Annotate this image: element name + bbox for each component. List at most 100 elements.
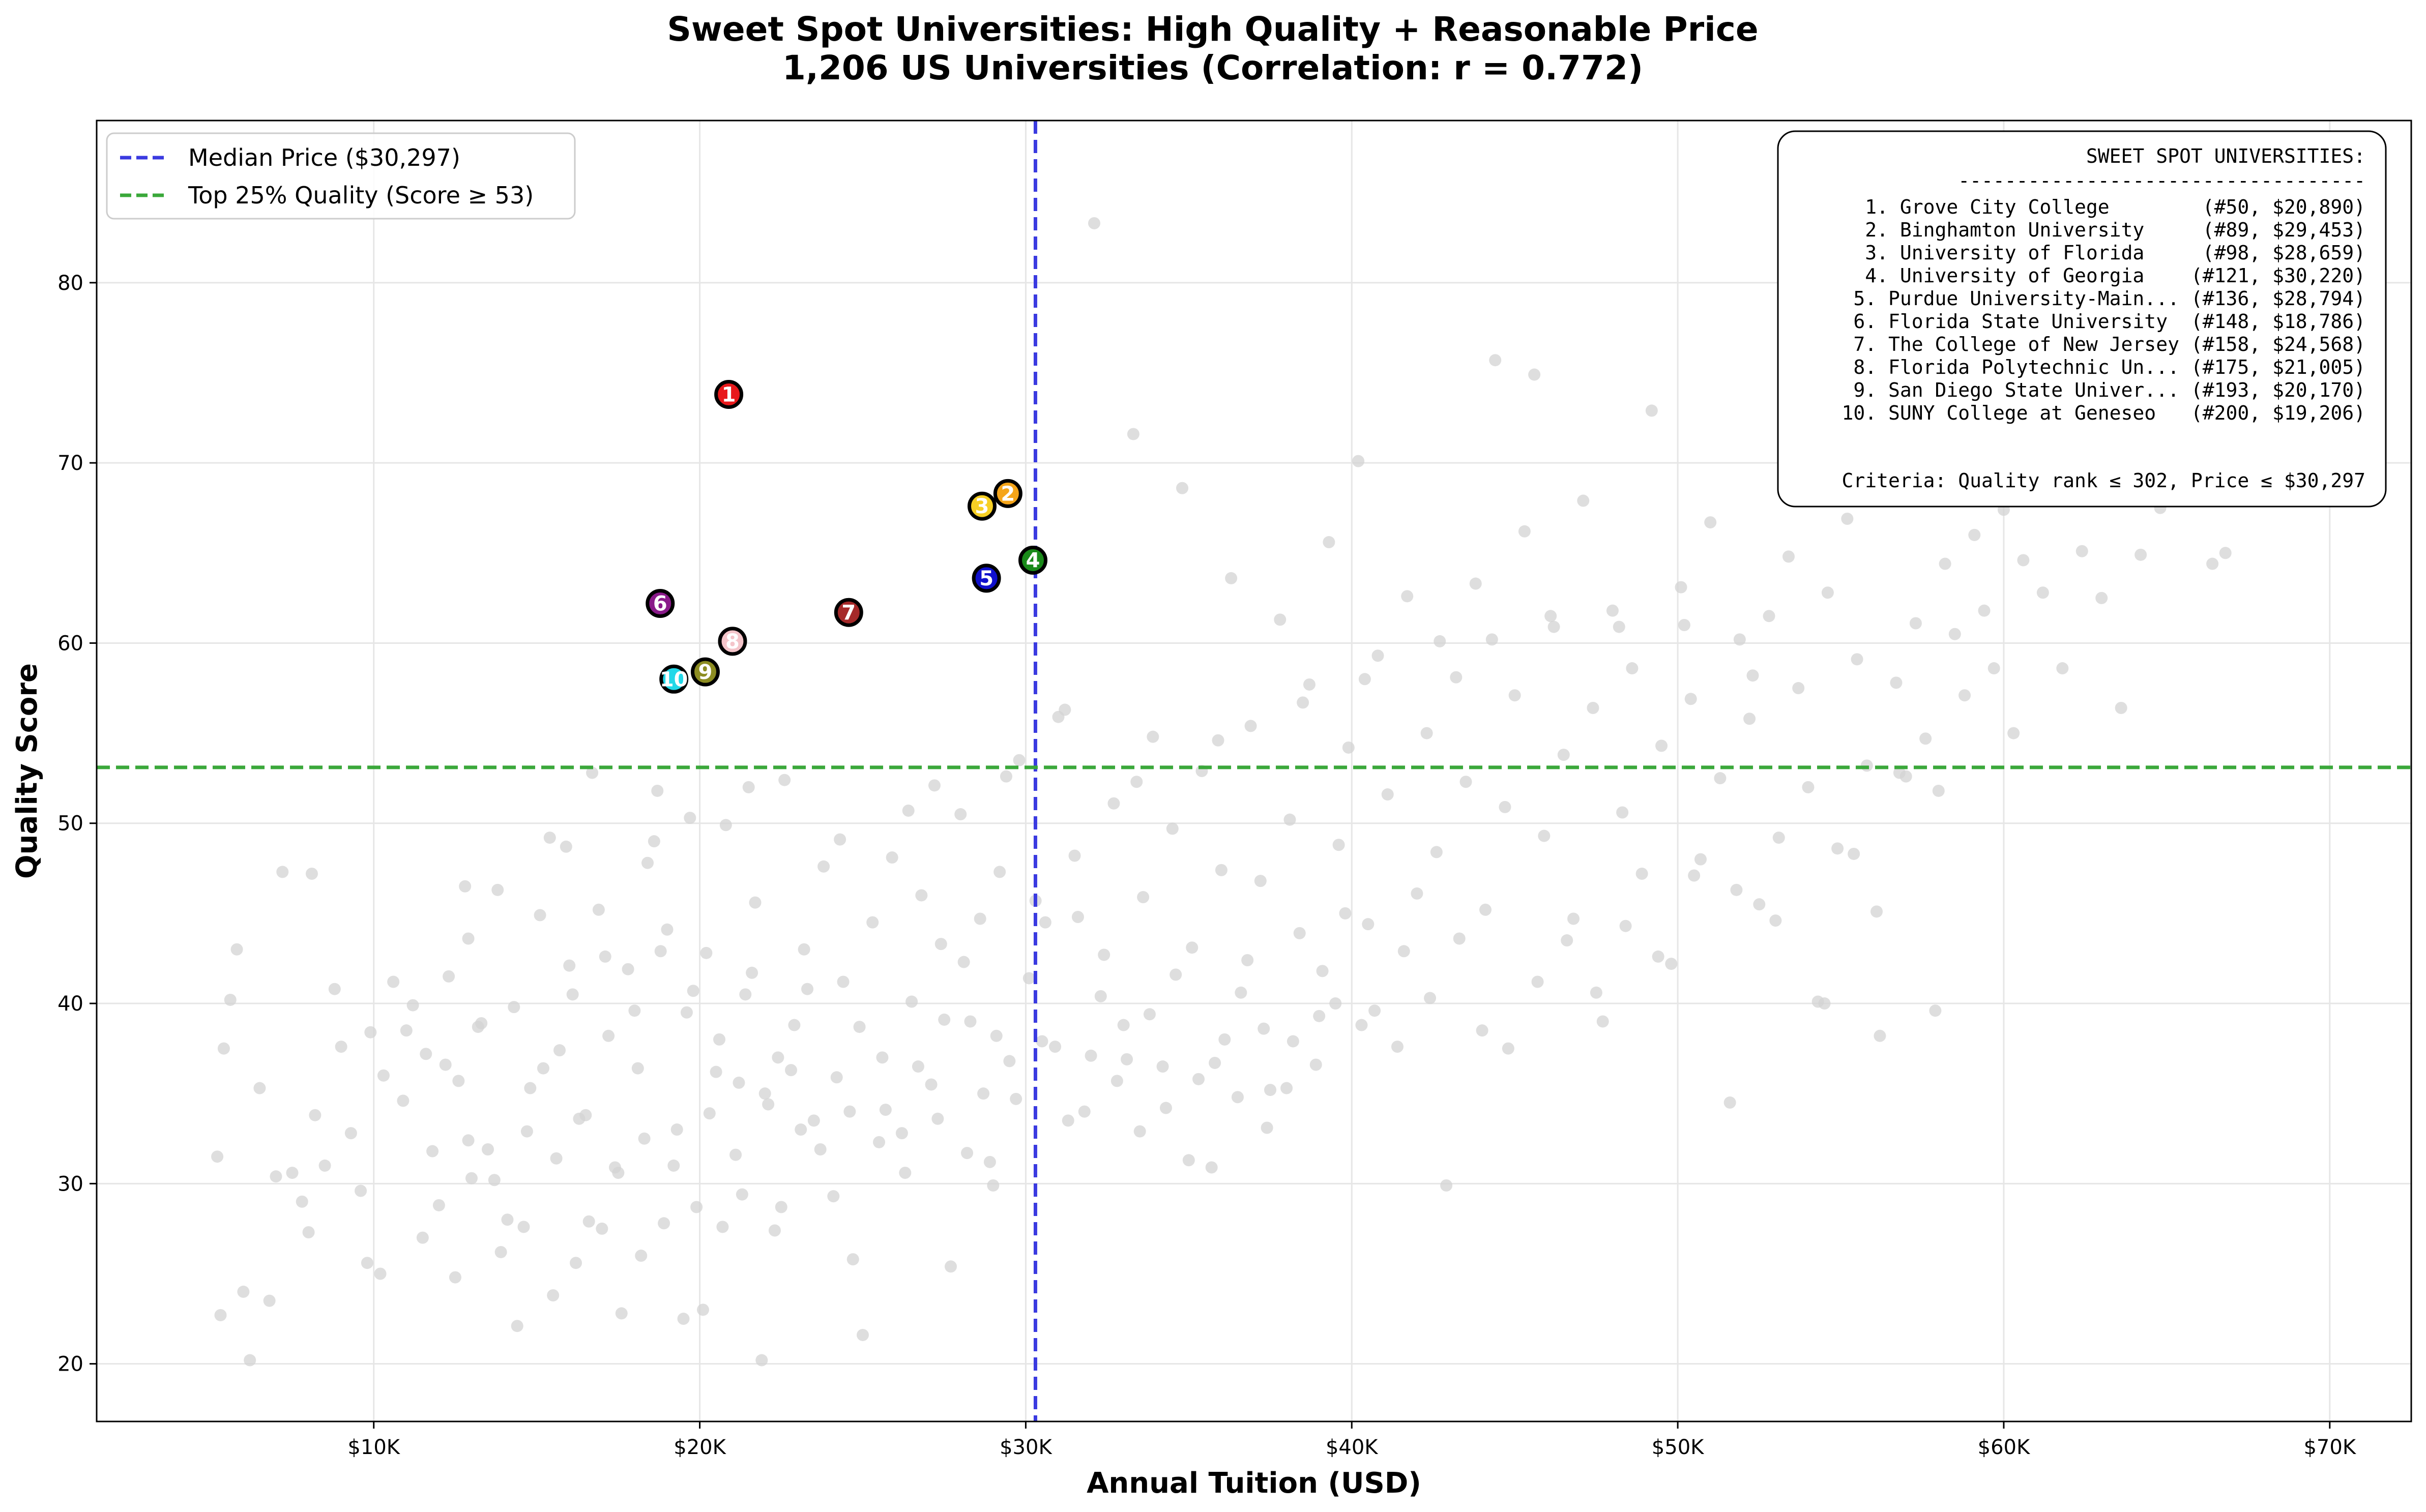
university-point	[1694, 853, 1707, 866]
university-point	[1645, 404, 1658, 417]
university-point	[335, 1041, 347, 1053]
university-point	[1547, 620, 1560, 633]
university-point	[1022, 972, 1035, 985]
annotation-line: 6. Florida State University (#148, $18,7…	[1842, 310, 2365, 333]
university-point	[377, 1069, 390, 1082]
university-point	[739, 988, 752, 1001]
university-point	[244, 1354, 256, 1367]
university-point	[1166, 822, 1179, 835]
university-point	[475, 1017, 488, 1030]
university-point	[788, 1019, 801, 1031]
university-point	[716, 1221, 729, 1233]
university-point	[687, 985, 699, 997]
university-point	[449, 1271, 461, 1284]
university-point	[667, 1159, 680, 1172]
university-point	[1316, 965, 1329, 977]
sweet-spot-marker: 5	[972, 564, 1001, 593]
sweet-spot-marker: 4	[1018, 545, 1048, 575]
x-axis-label: Annual Tuition (USD)	[1087, 1467, 1421, 1500]
university-point	[990, 1029, 1003, 1042]
university-point	[1381, 788, 1394, 801]
university-point	[954, 808, 967, 821]
university-point	[1137, 891, 1150, 904]
annotation-line: 2. Binghamton University (#89, $29,453)	[1853, 219, 2365, 241]
university-point	[1143, 1008, 1156, 1021]
university-point	[641, 856, 654, 869]
university-point	[974, 912, 986, 925]
sweet-spot-marker: 10	[659, 664, 689, 694]
university-point	[895, 1127, 908, 1140]
university-point	[1561, 934, 1573, 947]
university-point	[432, 1199, 445, 1211]
university-point	[1538, 829, 1551, 842]
university-point	[1186, 941, 1199, 954]
university-point	[2135, 548, 2147, 561]
sweet-spot-point	[714, 380, 744, 409]
university-point	[830, 1071, 843, 1084]
university-point	[488, 1174, 501, 1187]
university-point	[1587, 701, 1599, 714]
university-point	[1450, 671, 1463, 684]
x-tick-label: $30K	[1000, 1436, 1053, 1459]
university-point	[1254, 875, 1267, 887]
university-point	[1978, 604, 1991, 617]
university-point	[729, 1148, 742, 1161]
university-point	[1831, 842, 1844, 855]
university-point	[1049, 1041, 1062, 1053]
university-point	[1133, 1125, 1146, 1138]
university-point	[214, 1309, 227, 1321]
university-point	[1743, 713, 1756, 725]
university-point	[902, 804, 915, 817]
university-point	[1929, 1004, 1942, 1017]
university-point	[328, 983, 341, 995]
university-point	[1241, 954, 1254, 967]
sweet-spot-point	[972, 564, 1001, 593]
university-point	[1332, 839, 1345, 851]
university-point	[1508, 689, 1521, 702]
sweet-spot-point	[993, 479, 1022, 508]
university-point	[1675, 581, 1687, 594]
university-point	[1626, 662, 1639, 675]
university-point	[648, 835, 660, 848]
university-point	[1039, 916, 1051, 929]
university-point	[374, 1267, 387, 1280]
legend-box	[106, 132, 576, 220]
university-point	[876, 1051, 889, 1064]
university-point	[1192, 1073, 1205, 1085]
university-point	[364, 1026, 377, 1039]
university-point	[270, 1170, 282, 1183]
university-point	[635, 1250, 648, 1262]
university-point	[426, 1145, 439, 1158]
annotation-line: 3. University of Florida (#98, $28,659)	[1853, 242, 2365, 264]
university-point	[631, 1062, 644, 1075]
sweet-spot-marker: 6	[646, 589, 675, 618]
university-point	[224, 993, 237, 1006]
university-point	[302, 1226, 315, 1238]
university-point	[1110, 1075, 1123, 1087]
university-point	[1062, 1114, 1074, 1127]
university-point	[1704, 516, 1717, 529]
university-point	[1156, 1060, 1169, 1073]
sweet-spot-label: 5	[979, 567, 993, 590]
university-point	[1919, 732, 1932, 745]
university-point	[1848, 847, 1860, 860]
y-axis-ticks: 20 30 40 50 60 70 80	[57, 272, 97, 1376]
chart-title: Sweet Spot Universities: High Quality + …	[667, 10, 1758, 49]
university-point	[1841, 512, 1854, 525]
university-point	[508, 1001, 520, 1014]
university-point	[853, 1021, 866, 1033]
university-point	[286, 1167, 299, 1179]
sweet-spot-marker: 9	[690, 657, 720, 687]
university-point	[491, 883, 504, 896]
university-point	[602, 1029, 615, 1042]
university-point	[670, 1123, 683, 1136]
university-point	[983, 1155, 996, 1168]
university-point	[1085, 1049, 1097, 1062]
y-tick-label: 40	[57, 992, 83, 1016]
university-point	[1391, 1041, 1404, 1053]
university-point	[1948, 628, 1961, 640]
university-point	[1567, 912, 1580, 925]
university-point	[501, 1213, 514, 1226]
university-point	[465, 1172, 478, 1184]
university-point	[1874, 1029, 1886, 1042]
